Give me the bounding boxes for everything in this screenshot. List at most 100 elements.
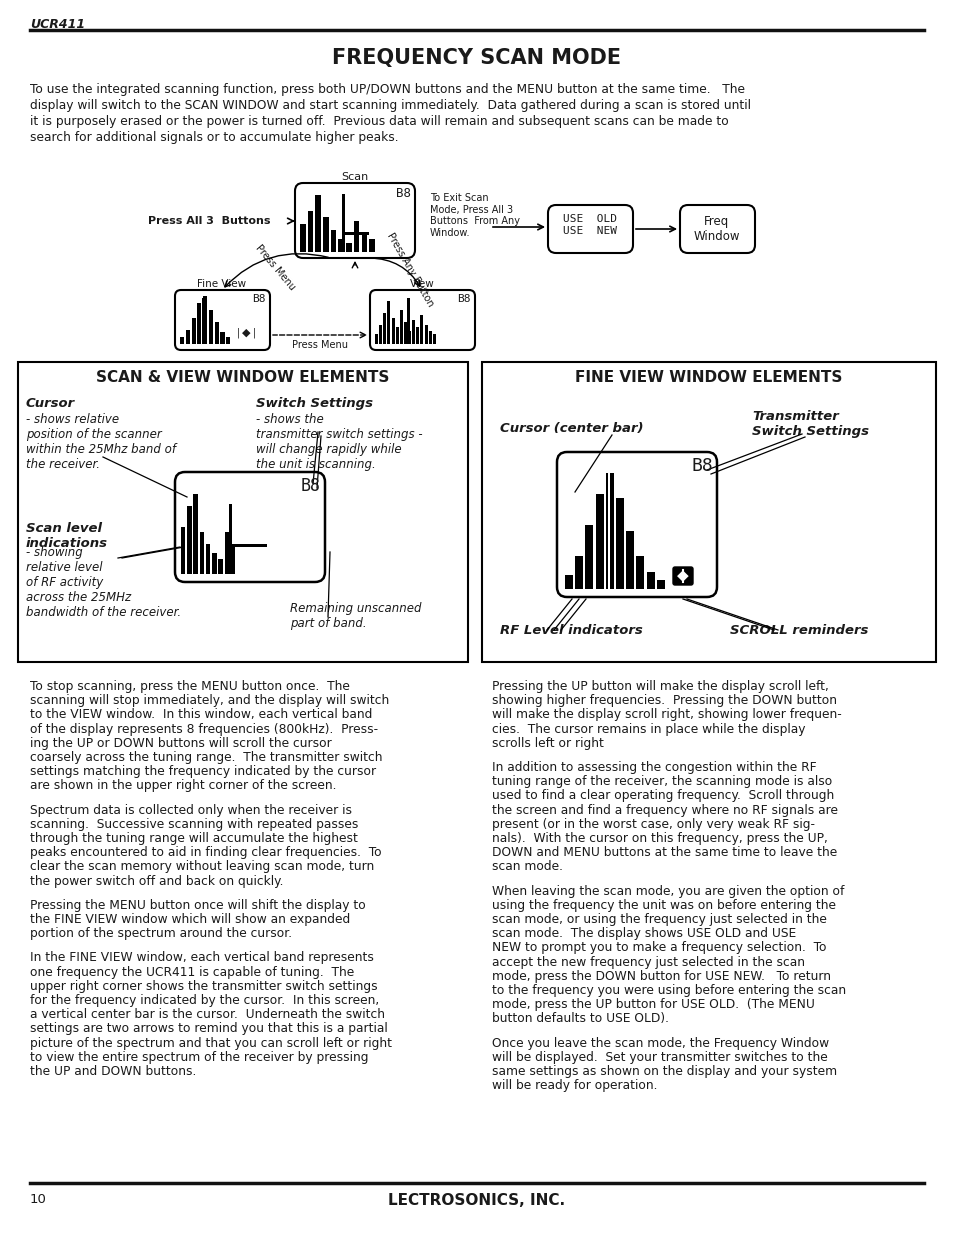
Bar: [481, 362, 935, 662]
Bar: [342, 194, 345, 252]
Bar: [224, 532, 229, 574]
Bar: [187, 506, 192, 574]
Text: B8: B8: [457, 294, 471, 304]
Bar: [181, 527, 185, 574]
Text: NEW to prompt you to make a frequency selection.  To: NEW to prompt you to make a frequency se…: [492, 941, 825, 955]
Bar: [206, 545, 211, 574]
Text: coarsely across the tuning range.  The transmitter switch: coarsely across the tuning range. The tr…: [30, 751, 382, 764]
FancyBboxPatch shape: [672, 567, 692, 585]
Bar: [605, 473, 613, 589]
Text: mode, press the UP button for USE OLD.  (The MENU: mode, press the UP button for USE OLD. (…: [492, 998, 814, 1011]
Text: DOWN and MENU buttons at the same time to leave the: DOWN and MENU buttons at the same time t…: [492, 846, 837, 860]
Bar: [203, 296, 207, 345]
Text: View: View: [409, 279, 434, 289]
Text: will be displayed.  Set your transmitter switches to the: will be displayed. Set your transmitter …: [492, 1051, 827, 1063]
Text: to the frequency you were using before entering the scan: to the frequency you were using before e…: [492, 984, 845, 997]
Bar: [212, 553, 216, 574]
Bar: [595, 494, 603, 589]
Text: Pressing the UP button will make the display scroll left,: Pressing the UP button will make the dis…: [492, 680, 828, 693]
Text: Switch Settings: Switch Settings: [255, 396, 373, 410]
Text: cies.  The cursor remains in place while the display: cies. The cursor remains in place while …: [492, 722, 804, 736]
Text: Press Menu: Press Menu: [292, 340, 348, 350]
Bar: [229, 504, 232, 574]
Bar: [391, 317, 395, 345]
Bar: [346, 242, 352, 252]
Bar: [308, 211, 313, 252]
Text: same settings as shown on the display and your system: same settings as shown on the display an…: [492, 1065, 836, 1078]
Bar: [585, 525, 593, 589]
Text: scan mode, or using the frequency just selected in the: scan mode, or using the frequency just s…: [492, 913, 826, 926]
Text: SCROLL reminders: SCROLL reminders: [729, 624, 867, 637]
Text: LECTROSONICS, INC.: LECTROSONICS, INC.: [388, 1193, 565, 1208]
Bar: [564, 576, 573, 589]
Bar: [625, 531, 634, 589]
Bar: [433, 335, 436, 345]
Text: Remaining unscanned
part of band.: Remaining unscanned part of band.: [290, 601, 421, 630]
FancyBboxPatch shape: [679, 205, 754, 253]
FancyBboxPatch shape: [547, 205, 633, 253]
Text: In the FINE VIEW window, each vertical band represents: In the FINE VIEW window, each vertical b…: [30, 951, 374, 965]
Bar: [186, 330, 190, 345]
Text: tuning range of the receiver, the scanning mode is also: tuning range of the receiver, the scanni…: [492, 776, 831, 788]
Bar: [199, 532, 204, 574]
Text: Once you leave the scan mode, the Frequency Window: Once you leave the scan mode, the Freque…: [492, 1036, 828, 1050]
Text: clear the scan memory without leaving scan mode, turn: clear the scan memory without leaving sc…: [30, 861, 374, 873]
Bar: [424, 325, 427, 345]
Text: are shown in the upper right corner of the screen.: are shown in the upper right corner of t…: [30, 779, 336, 793]
Text: UCR411: UCR411: [30, 19, 85, 31]
Text: B8: B8: [691, 457, 712, 475]
Text: Spectrum data is collected only when the receiver is: Spectrum data is collected only when the…: [30, 804, 352, 816]
Bar: [180, 337, 184, 345]
Text: scanning.  Successive scanning with repeated passes: scanning. Successive scanning with repea…: [30, 818, 358, 831]
Bar: [202, 299, 205, 345]
Text: settings matching the frequency indicated by the cursor: settings matching the frequency indicate…: [30, 766, 375, 778]
Text: To use the integrated scanning function, press both UP/DOWN buttons and the MENU: To use the integrated scanning function,…: [30, 83, 744, 96]
Text: |: |: [253, 327, 255, 338]
Text: scrolls left or right: scrolls left or right: [492, 737, 603, 750]
Bar: [607, 473, 609, 589]
Text: using the frequency the unit was on before entering the: using the frequency the unit was on befo…: [492, 899, 835, 911]
Bar: [354, 221, 359, 252]
Text: Cursor: Cursor: [26, 396, 75, 410]
Text: When leaving the scan mode, you are given the option of: When leaving the scan mode, you are give…: [492, 884, 843, 898]
Bar: [315, 195, 320, 252]
Text: search for additional signals or to accumulate higher peaks.: search for additional signals or to accu…: [30, 131, 398, 144]
Bar: [375, 335, 377, 345]
Bar: [416, 327, 419, 345]
Text: Transmitter
Switch Settings: Transmitter Switch Settings: [751, 410, 868, 438]
Text: the screen and find a frequency where no RF signals are: the screen and find a frequency where no…: [492, 804, 837, 816]
Text: to the VIEW window.  In this window, each vertical band: to the VIEW window. In this window, each…: [30, 709, 372, 721]
Text: of the display represents 8 frequencies (800kHz).  Press-: of the display represents 8 frequencies …: [30, 722, 377, 736]
Bar: [209, 310, 213, 345]
Text: will make the display scroll right, showing lower frequen-: will make the display scroll right, show…: [492, 709, 841, 721]
Bar: [378, 325, 382, 345]
Text: ing the UP or DOWN buttons will scroll the cursor: ing the UP or DOWN buttons will scroll t…: [30, 737, 332, 750]
Bar: [226, 337, 230, 345]
Text: Scan: Scan: [341, 172, 368, 182]
Text: Freq
Window: Freq Window: [693, 215, 740, 243]
Bar: [387, 301, 390, 345]
Text: |: |: [236, 327, 239, 338]
Bar: [331, 230, 336, 252]
Text: present (or in the worst case, only very weak RF sig-: present (or in the worst case, only very…: [492, 818, 814, 831]
Text: showing higher frequencies.  Pressing the DOWN button: showing higher frequencies. Pressing the…: [492, 694, 836, 708]
Text: - shows relative
position of the scanner
within the 25Mhz band of
the receiver.: - shows relative position of the scanner…: [26, 412, 175, 471]
FancyBboxPatch shape: [370, 290, 475, 350]
Text: B8: B8: [301, 477, 320, 495]
Text: Fine View: Fine View: [197, 279, 246, 289]
FancyBboxPatch shape: [174, 472, 325, 582]
Text: B8: B8: [395, 186, 411, 200]
Bar: [408, 331, 411, 345]
Bar: [342, 232, 369, 235]
FancyBboxPatch shape: [557, 452, 717, 597]
Bar: [18, 362, 468, 662]
Text: it is purposely erased or the power is turned off.  Previous data will remain an: it is purposely erased or the power is t…: [30, 115, 728, 128]
Text: through the tuning range will accumulate the highest: through the tuning range will accumulate…: [30, 832, 357, 845]
Text: used to find a clear operating frequency.  Scroll through: used to find a clear operating frequency…: [492, 789, 833, 803]
Text: mode, press the DOWN button for USE NEW.   To return: mode, press the DOWN button for USE NEW.…: [492, 969, 830, 983]
FancyBboxPatch shape: [174, 290, 270, 350]
Text: one frequency the UCR411 is capable of tuning.  The: one frequency the UCR411 is capable of t…: [30, 966, 354, 978]
Bar: [323, 217, 328, 252]
Text: - shows the
transmitter switch settings -
will change rapidly while
the unit is : - shows the transmitter switch settings …: [255, 412, 422, 471]
Text: nals).  With the cursor on this frequency, press the UP,: nals). With the cursor on this frequency…: [492, 832, 827, 845]
